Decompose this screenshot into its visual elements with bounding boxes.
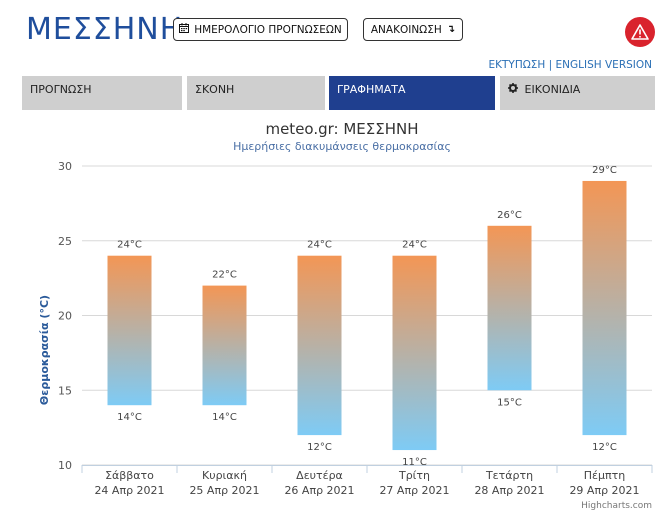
temperature-bar[interactable]: [107, 255, 152, 406]
low-temp-label: 12°C: [592, 442, 617, 453]
x-tick-day: Δευτέρα: [296, 469, 343, 482]
y-tick-label: 30: [58, 160, 72, 173]
temperature-bar[interactable]: [487, 225, 532, 391]
tab-dust[interactable]: ΣΚΟΝΗ: [187, 76, 325, 110]
y-tick-label: 20: [58, 310, 72, 323]
page-title[interactable]: ΜΕΣΣΗΝΗ: [26, 12, 184, 47]
chart-credits[interactable]: Highcharts.com: [581, 501, 652, 511]
high-temp-label: 29°C: [592, 165, 617, 176]
temperature-bar[interactable]: [297, 255, 342, 436]
print-link[interactable]: ΕΚΤΥΠΩΣΗ: [488, 59, 546, 71]
tab-graphs-label: ΓΡΑΦΗΜΑΤΑ: [337, 83, 406, 96]
tab-dust-label: ΣΚΟΝΗ: [195, 83, 235, 96]
bars: [107, 180, 627, 451]
temperature-bar[interactable]: [392, 255, 437, 451]
y-tick-label: 25: [58, 235, 72, 248]
x-tick-date: 27 Απρ 2021: [379, 484, 449, 497]
forecast-calendar-label: ΗΜΕΡΟΛΟΓΙΟ ΠΡΟΓΝΩΣΕΩΝ: [194, 23, 342, 36]
x-tick-day: Πέμπτη: [584, 469, 625, 482]
low-temp-label: 12°C: [307, 442, 332, 453]
announcement-label: ΑΝΑΚΟΙΝΩΣΗ: [370, 23, 442, 36]
x-tick-date: 28 Απρ 2021: [474, 484, 544, 497]
header-links: ΕΚΤΥΠΩΣΗ | ENGLISH VERSION: [489, 59, 653, 71]
low-temp-label: 15°C: [497, 397, 522, 408]
tab-graphs[interactable]: ΓΡΑΦΗΜΑΤΑ: [329, 76, 495, 110]
low-temp-label: 11°C: [402, 457, 427, 468]
data-labels: 24°C 14°C 22°C 14°C 24°C 12°C 24°C 11°C 26°C 15°C…: [117, 165, 617, 468]
temperature-bar[interactable]: [202, 285, 247, 406]
x-tick-day: Τετάρτη: [485, 469, 533, 482]
x-tick-date: 24 Απρ 2021: [94, 484, 164, 497]
x-tick-day: Σάββατο: [105, 469, 154, 482]
high-temp-label: 24°C: [117, 240, 142, 251]
x-tick-day: Κυριακή: [202, 469, 247, 482]
low-temp-label: 14°C: [212, 412, 237, 423]
tab-forecast-label: ΠΡΟΓΝΩΣΗ: [30, 83, 92, 96]
high-temp-label: 24°C: [307, 240, 332, 251]
announcement-button[interactable]: ΑΝΑΚΟΙΝΩΣΗ ↴: [363, 18, 463, 41]
chart-subtitle: Ημερήσιες διακυμάνσεις θερμοκρασίας: [233, 140, 451, 153]
english-version-link[interactable]: ENGLISH VERSION: [555, 59, 652, 71]
tab-icons-label: ΕΙΚΟΝΙΔΙΑ: [524, 83, 581, 96]
tab-icons[interactable]: ΕΙΚΟΝΙΔΙΑ: [500, 76, 655, 110]
calendar-icon: [179, 23, 190, 36]
high-temp-label: 22°C: [212, 270, 237, 281]
y-tick-label: 10: [58, 459, 72, 472]
high-temp-label: 24°C: [402, 240, 427, 251]
low-temp-label: 14°C: [117, 412, 142, 423]
x-axis-ticks: Σάββατο 24 Απρ 2021 Κυριακή 25 Απρ 2021 Δευτ…: [81, 465, 653, 497]
link-separator: |: [548, 59, 553, 71]
temperature-bar[interactable]: [582, 180, 627, 436]
arrow-down-icon: ↴: [446, 24, 456, 35]
y-axis-label: Θερμοκρασία (°C): [38, 295, 51, 405]
x-tick-date: 29 Απρ 2021: [569, 484, 639, 497]
warning-alert-icon[interactable]: [625, 17, 655, 47]
temperature-range-chart: meteo.gr: ΜΕΣΣΗΝΗ Ημερήσιες διακυμάνσεις…: [38, 120, 653, 511]
tab-forecast[interactable]: ΠΡΟΓΝΩΣΗ: [22, 76, 182, 110]
x-tick-date: 25 Απρ 2021: [189, 484, 259, 497]
x-tick-date: 26 Απρ 2021: [284, 484, 354, 497]
y-axis-ticks: 10 15 20 25 30: [58, 160, 72, 472]
high-temp-label: 26°C: [497, 210, 522, 221]
chart-title: meteo.gr: ΜΕΣΣΗΝΗ: [265, 120, 418, 138]
gear-icon: [508, 83, 522, 96]
y-tick-label: 15: [58, 384, 72, 397]
grid-lines: [82, 165, 652, 466]
x-tick-day: Τρίτη: [398, 469, 430, 482]
forecast-calendar-button[interactable]: ΗΜΕΡΟΛΟΓΙΟ ΠΡΟΓΝΩΣΕΩΝ: [173, 18, 348, 41]
